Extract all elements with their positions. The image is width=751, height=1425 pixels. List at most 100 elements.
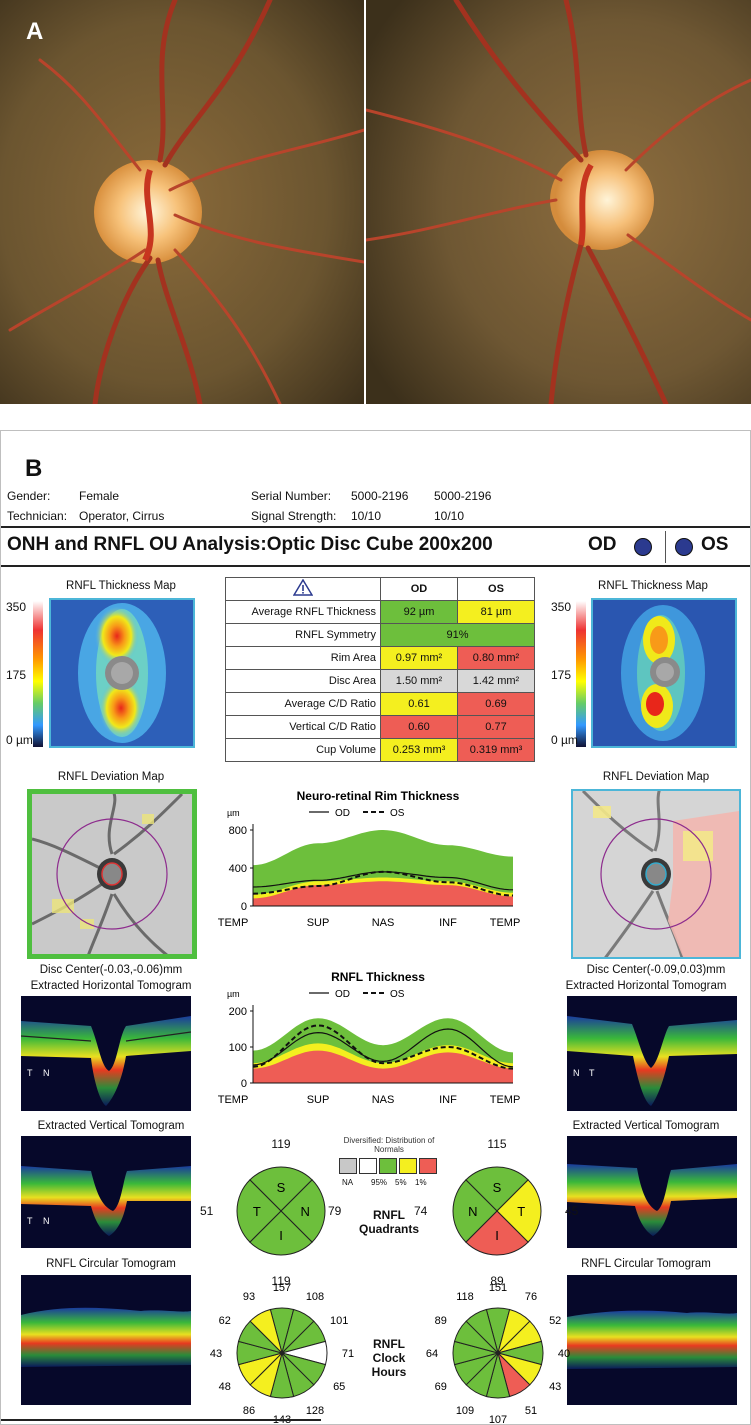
row-od-value: 1.50 mm²	[380, 669, 458, 693]
chart-title: RNFL Thickness	[331, 970, 425, 984]
serial-os: 5000-2196	[434, 489, 492, 503]
row-label: Vertical C/D Ratio	[225, 715, 381, 739]
y-axis-unit: µm	[227, 989, 240, 999]
row-label: Rim Area	[225, 646, 381, 670]
row-os-value: 0.319 mm³	[457, 738, 535, 762]
scale-bar-os	[576, 601, 586, 747]
y-tick-label: 0	[241, 901, 247, 913]
clock-value: 93	[243, 1291, 255, 1303]
technician-value: Operator, Cirrus	[79, 509, 165, 523]
disc-center-os: Disc Center(-0.09,0.03)mm	[586, 964, 726, 976]
deviation-map-title-od: RNFL Deviation Map	[57, 771, 165, 783]
clock-value: 109	[456, 1405, 474, 1417]
clock-chart-od	[223, 1294, 341, 1412]
legend-od-label: OD	[335, 989, 350, 1000]
clock-value: 51	[525, 1405, 537, 1417]
legend-os-label: OS	[390, 808, 405, 819]
clock-caption-line3: Hours	[371, 1365, 407, 1379]
circular-tomogram-title-os: RNFL Circular Tomogram	[581, 1258, 711, 1270]
vertical-tomogram-title-od: Extracted Vertical Tomogram	[37, 1120, 185, 1132]
circular-tomogram-title-od: RNFL Circular Tomogram	[46, 1258, 176, 1270]
table-row: RNFL Symmetry 91%	[225, 623, 535, 647]
horizontal-tomogram-title-os: Extracted Horizontal Tomogram	[565, 980, 727, 992]
normals-legend-title: Diversified: Distribution of Normals	[343, 1136, 435, 1154]
row-os-value: 0.80 mm²	[457, 646, 535, 670]
row-os-value: 0.69	[457, 692, 535, 716]
x-tick-label: TEMP	[490, 917, 521, 929]
row-od-value: 0.97 mm²	[380, 646, 458, 670]
table-row: Cup Volume 0.253 mm³ 0.319 mm³	[225, 738, 535, 762]
quadrant-sector-t	[496, 1179, 542, 1243]
quadrant-value-os-n: 74	[414, 1204, 428, 1218]
row-os-value: 81 µm	[457, 600, 535, 624]
circular-tomogram-os	[567, 1275, 737, 1405]
row-os-value: 0.77	[457, 715, 535, 739]
fundus-photo-os	[366, 0, 751, 404]
quadrant-value-os-i: 89	[490, 1274, 504, 1288]
clock-values-os: 151 76 52 40 43 51 107 109 69 64 89 118	[407, 1271, 589, 1425]
os-marker-icon	[675, 538, 693, 556]
band-red	[253, 1050, 513, 1083]
row-os-value: 1.42 mm²	[457, 669, 535, 693]
title-rule-top	[1, 526, 750, 528]
rnfl-thickness-chart: RNFL Thickness µm OD OS 0 100 200 TEMP SUP NAS INF…	[213, 967, 543, 1132]
x-tick-label: TEMP	[218, 1094, 249, 1106]
clock-value: 71	[342, 1348, 354, 1360]
eye-divider	[665, 531, 666, 563]
clock-sector	[249, 1308, 283, 1355]
scale-bottom-os: 0 µm	[551, 733, 578, 747]
quadrant-sector-n	[280, 1179, 326, 1243]
t-marker: T	[27, 1068, 33, 1078]
deviation-map-title-os: RNFL Deviation Map	[602, 771, 710, 783]
chart-title: Neuro-retinal Rim Thickness	[297, 789, 460, 803]
clock-value: 64	[426, 1348, 438, 1360]
scale-top-os: 350	[551, 600, 572, 614]
scale-mid-od: 175	[6, 668, 27, 682]
quadrant-value-os-s: 115	[487, 1137, 507, 1151]
scale-bar-od	[33, 601, 43, 747]
thickness-map-title-os: RNFL Thickness Map	[598, 580, 708, 592]
quadrant-sector-label: S	[277, 1180, 286, 1195]
legend-label-5: 5%	[395, 1178, 407, 1187]
clock-caption-line1: RNFL	[373, 1337, 405, 1351]
series-line-os	[252, 1024, 514, 1070]
table-row: Rim Area 0.97 mm² 0.80 mm²	[225, 646, 535, 670]
quadrant-sector-label: I	[495, 1228, 499, 1243]
row-od-value: 92 µm	[380, 600, 458, 624]
thickness-map-od	[49, 598, 195, 748]
clock-sector	[465, 1308, 499, 1355]
y-tick-label: 400	[229, 863, 247, 875]
vertical-tomogram-os	[567, 1136, 737, 1248]
quadrant-sector-s	[465, 1166, 529, 1212]
t-marker: T	[27, 1216, 33, 1226]
clock-caption-line2: Clock	[372, 1351, 406, 1365]
od-marker-icon	[634, 538, 652, 556]
legend-swatch-green	[379, 1158, 397, 1174]
band-red	[253, 881, 513, 906]
quadrants-caption: RNFL Quadrants	[349, 1208, 429, 1236]
quadrant-value-od-i: 119	[271, 1274, 291, 1288]
n-marker: N	[43, 1068, 50, 1078]
circular-tomogram-od	[21, 1275, 191, 1405]
metrics-table-wrap: OD OS Average RNFL Thickness 92 µm 81 µm…	[225, 577, 535, 762]
clock-value: 52	[549, 1315, 561, 1327]
clock-value: 151	[489, 1282, 507, 1294]
row-od-value: 0.253 mm³	[380, 738, 458, 762]
x-tick-label: TEMP	[218, 917, 249, 929]
row-label: RNFL Symmetry	[225, 623, 381, 647]
bottom-rule	[1, 1419, 321, 1421]
signal-os: 10/10	[434, 509, 465, 523]
disc-center-od: Disc Center(-0.03,-0.06)mm	[39, 964, 183, 976]
signal-od: 10/10	[351, 509, 382, 523]
technician-label: Technician:	[7, 509, 68, 523]
n-marker: N	[43, 1216, 50, 1226]
clock-value: 62	[219, 1315, 231, 1327]
oct-report-panel: B Gender: Female Technician: Operator, C…	[0, 430, 751, 1425]
rim-thickness-chart: Neuro-retinal Rim Thickness µm OD OS 0 400 800…	[213, 786, 543, 956]
horizontal-tomogram-od: T N	[21, 996, 191, 1111]
metrics-table: OD OS Average RNFL Thickness 92 µm 81 µm…	[225, 577, 535, 762]
row-both-value: 91%	[380, 623, 535, 647]
row-od-value: 0.61	[380, 692, 458, 716]
horizontal-tomogram-title-od: Extracted Horizontal Tomogram	[30, 980, 192, 992]
